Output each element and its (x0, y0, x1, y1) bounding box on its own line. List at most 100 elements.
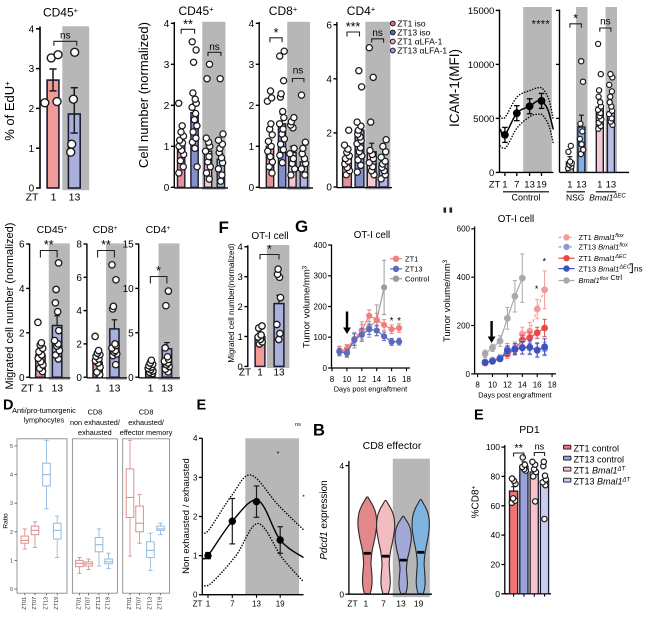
svg-text:2: 2 (10, 530, 13, 536)
svg-text:*: * (267, 244, 272, 256)
svg-text:ns: ns (293, 66, 304, 77)
svg-text:400: 400 (314, 241, 328, 250)
svg-text:CD45+: CD45+ (178, 4, 214, 18)
svg-text:ZT1: ZT1 (405, 254, 418, 263)
svg-text:5: 5 (128, 328, 134, 339)
svg-text:ZT01: ZT01 (127, 597, 133, 610)
svg-text:3: 3 (164, 60, 170, 71)
svg-text:ZT13: ZT13 (96, 597, 102, 610)
svg-text:ZT07: ZT07 (137, 597, 143, 610)
svg-text:Days post engraftment: Days post engraftment (478, 391, 551, 400)
svg-text:40: 40 (491, 530, 501, 540)
svg-text:CD45+: CD45+ (43, 6, 79, 20)
svg-text:7: 7 (514, 180, 519, 191)
svg-text:13: 13 (51, 383, 63, 395)
svg-text:0: 0 (29, 184, 35, 195)
svg-text:0: 0 (76, 373, 82, 384)
svg-text:Cell number (normalized): Cell number (normalized) (136, 22, 151, 168)
svg-text:ZT19: ZT19 (54, 597, 60, 610)
svg-text:ZT01: ZT01 (22, 597, 28, 610)
svg-text:**: ** (44, 238, 54, 252)
svg-text:*: * (276, 449, 279, 458)
svg-text:Tumor volume/mm3: Tumor volume/mm3 (302, 265, 313, 348)
svg-text:6: 6 (76, 273, 82, 284)
svg-text:**: ** (514, 442, 523, 454)
svg-text:200: 200 (457, 321, 471, 330)
svg-text:4: 4 (249, 19, 255, 30)
svg-text:2: 2 (29, 104, 35, 115)
svg-text:1: 1 (164, 142, 170, 153)
svg-text:**: ** (183, 18, 193, 32)
svg-text:Pdcd1 expression: Pdcd1 expression (319, 480, 330, 560)
svg-text:2: 2 (326, 129, 332, 140)
svg-text:16: 16 (533, 380, 542, 389)
svg-text:ZT07: ZT07 (32, 597, 38, 610)
svg-text:ns: ns (634, 264, 642, 273)
svg-text:0: 0 (19, 373, 25, 384)
svg-text:400: 400 (457, 273, 471, 282)
svg-text:0: 0 (238, 362, 243, 373)
svg-text:80: 80 (491, 471, 501, 481)
svg-text:*: * (156, 264, 161, 278)
svg-text:ns: ns (535, 442, 545, 452)
svg-text:5: 5 (10, 444, 13, 450)
svg-text:ZT13 αLFA-1: ZT13 αLFA-1 (397, 46, 447, 56)
svg-text:14: 14 (518, 380, 527, 389)
svg-text:100: 100 (486, 442, 500, 452)
svg-text:4: 4 (29, 24, 35, 35)
svg-text:10000: 10000 (468, 60, 494, 71)
svg-text:*: * (535, 284, 539, 294)
svg-text:*: * (302, 494, 305, 501)
svg-text:ZT13: ZT13 (405, 265, 423, 274)
svg-text:1: 1 (95, 383, 101, 395)
svg-text:NSG: NSG (566, 192, 584, 202)
svg-text:ZT: ZT (193, 600, 203, 609)
svg-text:2: 2 (76, 340, 82, 351)
svg-text:CD45+: CD45+ (37, 224, 68, 236)
svg-text:20: 20 (491, 560, 501, 570)
svg-text:2: 2 (249, 101, 255, 112)
svg-text:*: * (397, 316, 401, 327)
svg-text:OT-I cell: OT-I cell (498, 214, 534, 225)
svg-text:0: 0 (339, 589, 344, 599)
svg-text:PD1: PD1 (519, 424, 540, 436)
svg-text:ZT13: ZT13 (44, 597, 50, 610)
svg-text:ZT19: ZT19 (158, 597, 164, 610)
svg-text:ns: ns (372, 28, 383, 39)
svg-text:1: 1 (29, 144, 35, 155)
svg-text:2: 2 (238, 302, 243, 313)
svg-text:ZT13 control: ZT13 control (574, 454, 625, 464)
svg-text:Anti/pro-tumorgenic: Anti/pro-tumorgenic (12, 406, 76, 415)
svg-text:ZT13 iso: ZT13 iso (397, 28, 430, 38)
svg-text:ZT: ZT (26, 192, 39, 204)
svg-text:1: 1 (597, 180, 602, 191)
svg-text:ZT1 Bmal1flox: ZT1 Bmal1flox (579, 233, 624, 242)
svg-text:0: 0 (249, 183, 255, 194)
svg-text:4: 4 (193, 434, 198, 443)
svg-text:ZT13 Bmal1ΔEC: ZT13 Bmal1ΔEC (579, 264, 631, 273)
svg-text:3: 3 (10, 501, 13, 507)
svg-text:13: 13 (161, 383, 173, 395)
svg-text:1: 1 (502, 180, 507, 191)
svg-text:8: 8 (330, 375, 335, 384)
svg-text:0: 0 (495, 589, 500, 599)
svg-text:0: 0 (466, 370, 471, 379)
svg-text:Tumor volume/mm3: Tumor volume/mm3 (442, 259, 453, 342)
svg-text:18: 18 (548, 380, 557, 389)
svg-text:8: 8 (76, 240, 82, 251)
svg-text:6: 6 (19, 240, 25, 251)
svg-text:CD8: CD8 (139, 408, 154, 417)
svg-text:0: 0 (322, 364, 327, 373)
svg-text:8: 8 (475, 380, 480, 389)
svg-text:*: * (390, 316, 394, 327)
svg-text:ZT01: ZT01 (76, 597, 82, 610)
svg-text:7: 7 (230, 600, 235, 609)
svg-text:1: 1 (51, 192, 57, 204)
svg-text:Non exhausted / exhausted: Non exhausted / exhausted (181, 458, 192, 574)
svg-text:ns: ns (600, 17, 611, 28)
svg-text:E: E (474, 408, 484, 424)
svg-text:13: 13 (576, 180, 587, 191)
svg-text:18: 18 (402, 375, 411, 384)
svg-text:CD8+: CD8+ (93, 224, 118, 236)
svg-text:60: 60 (491, 501, 501, 511)
